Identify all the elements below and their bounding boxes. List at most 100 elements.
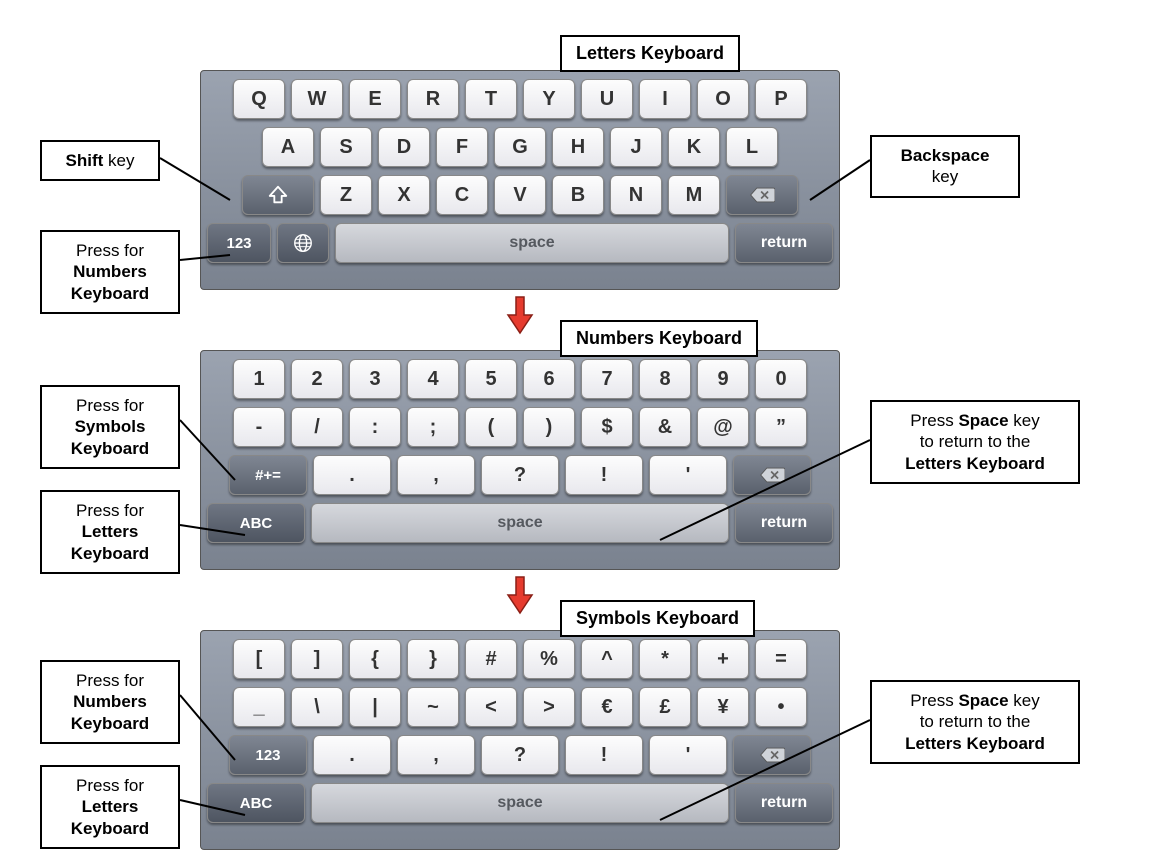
key-asterisk[interactable]: * xyxy=(639,639,691,679)
key-rbrace[interactable]: } xyxy=(407,639,459,679)
key-c[interactable]: C xyxy=(436,175,488,215)
key-backspace[interactable] xyxy=(733,735,811,775)
key-b[interactable]: B xyxy=(552,175,604,215)
key-comma[interactable]: , xyxy=(397,735,475,775)
key-backspace[interactable] xyxy=(726,175,798,215)
key-amp[interactable]: & xyxy=(639,407,691,447)
key-v[interactable]: V xyxy=(494,175,546,215)
key-backspace[interactable] xyxy=(733,455,811,495)
key-return[interactable]: return xyxy=(735,223,833,263)
key-u[interactable]: U xyxy=(581,79,633,119)
key-yen[interactable]: ¥ xyxy=(697,687,749,727)
key-lbrace[interactable]: { xyxy=(349,639,401,679)
key-sym-switch[interactable]: #+= xyxy=(229,455,307,495)
key-hash[interactable]: # xyxy=(465,639,517,679)
key-w[interactable]: W xyxy=(291,79,343,119)
sr2-b: Space xyxy=(958,691,1008,710)
backspace-icon xyxy=(759,465,785,485)
key-l[interactable]: L xyxy=(726,127,778,167)
key-at[interactable]: @ xyxy=(697,407,749,447)
key-backslash[interactable]: \ xyxy=(291,687,343,727)
key-s[interactable]: S xyxy=(320,127,372,167)
key-gt[interactable]: > xyxy=(523,687,575,727)
key-quote[interactable]: ” xyxy=(755,407,807,447)
key-g[interactable]: G xyxy=(494,127,546,167)
key-comma[interactable]: , xyxy=(397,455,475,495)
key-plus[interactable]: + xyxy=(697,639,749,679)
row-4: 123 space return xyxy=(207,223,833,263)
key-abc[interactable]: ABC xyxy=(207,783,305,823)
key-rbracket[interactable]: ] xyxy=(291,639,343,679)
key-tilde[interactable]: ~ xyxy=(407,687,459,727)
row-3: Z X C V B N M xyxy=(207,175,833,215)
callout-letters-1-bold: Letters Keyboard xyxy=(71,522,149,562)
key-space[interactable]: space xyxy=(311,503,729,543)
key-semicolon[interactable]: ; xyxy=(407,407,459,447)
key-colon[interactable]: : xyxy=(349,407,401,447)
key-k[interactable]: K xyxy=(668,127,720,167)
callout-letters-1-pre: Press for xyxy=(76,501,144,520)
key-r[interactable]: R xyxy=(407,79,459,119)
key-4[interactable]: 4 xyxy=(407,359,459,399)
key-apostrophe[interactable]: ' xyxy=(649,455,727,495)
key-slash[interactable]: / xyxy=(291,407,343,447)
key-lt[interactable]: < xyxy=(465,687,517,727)
key-q[interactable]: Q xyxy=(233,79,285,119)
key-123[interactable]: 123 xyxy=(207,223,271,263)
key-1[interactable]: 1 xyxy=(233,359,285,399)
key-return[interactable]: return xyxy=(735,783,833,823)
key-euro[interactable]: € xyxy=(581,687,633,727)
key-0[interactable]: 0 xyxy=(755,359,807,399)
key-question[interactable]: ? xyxy=(481,735,559,775)
key-space[interactable]: space xyxy=(311,783,729,823)
key-o[interactable]: O xyxy=(697,79,749,119)
key-f[interactable]: F xyxy=(436,127,488,167)
key-pipe[interactable]: | xyxy=(349,687,401,727)
key-z[interactable]: Z xyxy=(320,175,372,215)
row-1: [ ] { } # % ^ * + = xyxy=(207,639,833,679)
key-num-switch[interactable]: 123 xyxy=(229,735,307,775)
key-caret[interactable]: ^ xyxy=(581,639,633,679)
key-d[interactable]: D xyxy=(378,127,430,167)
key-h[interactable]: H xyxy=(552,127,604,167)
key-y[interactable]: Y xyxy=(523,79,575,119)
key-3[interactable]: 3 xyxy=(349,359,401,399)
key-return[interactable]: return xyxy=(735,503,833,543)
key-percent[interactable]: % xyxy=(523,639,575,679)
key-5[interactable]: 5 xyxy=(465,359,517,399)
key-lparen[interactable]: ( xyxy=(465,407,517,447)
key-apostrophe[interactable]: ' xyxy=(649,735,727,775)
key-exclaim[interactable]: ! xyxy=(565,455,643,495)
key-question[interactable]: ? xyxy=(481,455,559,495)
key-6[interactable]: 6 xyxy=(523,359,575,399)
key-9[interactable]: 9 xyxy=(697,359,749,399)
key-8[interactable]: 8 xyxy=(639,359,691,399)
key-e[interactable]: E xyxy=(349,79,401,119)
key-rparen[interactable]: ) xyxy=(523,407,575,447)
key-a[interactable]: A xyxy=(262,127,314,167)
key-abc[interactable]: ABC xyxy=(207,503,305,543)
key-t[interactable]: T xyxy=(465,79,517,119)
key-underscore[interactable]: _ xyxy=(233,687,285,727)
key-j[interactable]: J xyxy=(610,127,662,167)
key-period[interactable]: . xyxy=(313,735,391,775)
key-equals[interactable]: = xyxy=(755,639,807,679)
key-period[interactable]: . xyxy=(313,455,391,495)
callout-backspace-rest: key xyxy=(932,167,958,186)
key-lbracket[interactable]: [ xyxy=(233,639,285,679)
key-dollar[interactable]: $ xyxy=(581,407,633,447)
key-bullet[interactable]: • xyxy=(755,687,807,727)
key-i[interactable]: I xyxy=(639,79,691,119)
key-p[interactable]: P xyxy=(755,79,807,119)
key-7[interactable]: 7 xyxy=(581,359,633,399)
key-pound[interactable]: £ xyxy=(639,687,691,727)
key-2[interactable]: 2 xyxy=(291,359,343,399)
key-x[interactable]: X xyxy=(378,175,430,215)
key-shift[interactable] xyxy=(242,175,314,215)
key-globe[interactable] xyxy=(277,223,329,263)
key-space[interactable]: space xyxy=(335,223,729,263)
key-n[interactable]: N xyxy=(610,175,662,215)
key-dash[interactable]: - xyxy=(233,407,285,447)
key-m[interactable]: M xyxy=(668,175,720,215)
key-exclaim[interactable]: ! xyxy=(565,735,643,775)
